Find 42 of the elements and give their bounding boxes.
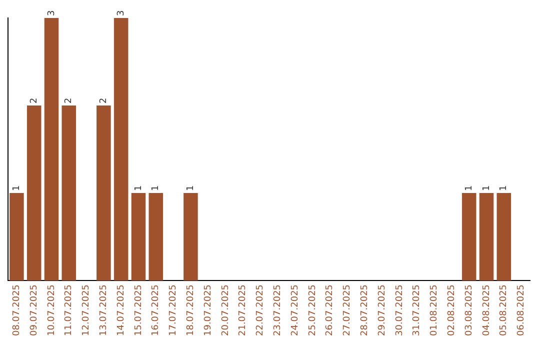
x-tick-label: 19.07.2025 bbox=[203, 284, 214, 336]
x-tick-label: 03.08.2025 bbox=[464, 284, 474, 336]
data-label: 3 bbox=[116, 10, 126, 16]
data-label: 2 bbox=[99, 98, 110, 104]
data-label: 1 bbox=[482, 185, 492, 191]
data-label: 2 bbox=[64, 98, 74, 104]
x-tick-label: 13.07.2025 bbox=[99, 284, 110, 336]
x-tick-label: 08.07.2025 bbox=[12, 284, 22, 336]
x-tick-label: 16.07.2025 bbox=[151, 284, 162, 336]
x-tick-label: 01.08.2025 bbox=[430, 284, 440, 336]
data-label: 1 bbox=[12, 185, 22, 191]
x-tick-label: 10.07.2025 bbox=[46, 284, 57, 336]
x-tick-label: 28.07.2025 bbox=[360, 284, 370, 336]
data-label: 2 bbox=[29, 98, 40, 104]
x-tick-label: 14.07.2025 bbox=[116, 284, 126, 336]
x-tick-label: 06.08.2025 bbox=[516, 284, 527, 336]
x-tick-label: 09.07.2025 bbox=[29, 284, 40, 336]
data-label: 1 bbox=[151, 185, 162, 191]
data-label: 3 bbox=[46, 10, 57, 16]
x-tick-label: 11.07.2025 bbox=[64, 284, 74, 336]
x-tick-label: 04.08.2025 bbox=[482, 284, 492, 336]
x-tick-label: 02.08.2025 bbox=[447, 284, 458, 336]
x-tick-label: 21.07.2025 bbox=[238, 284, 248, 336]
x-tick-label: 23.07.2025 bbox=[273, 284, 284, 336]
x-tick-label: 05.08.2025 bbox=[499, 284, 510, 336]
x-tick-label: 30.07.2025 bbox=[394, 284, 405, 336]
x-tick-label: 29.07.2025 bbox=[377, 284, 388, 336]
x-tick-label: 15.07.2025 bbox=[134, 284, 144, 336]
data-label: 1 bbox=[464, 185, 474, 191]
x-tick-label: 22.07.2025 bbox=[256, 284, 266, 336]
x-tick-label: 20.07.2025 bbox=[220, 284, 231, 336]
data-label: 1 bbox=[134, 185, 144, 191]
x-tick-label: 18.07.2025 bbox=[186, 284, 196, 336]
x-tick-label: 25.07.2025 bbox=[308, 284, 318, 336]
x-tick-label: 27.07.2025 bbox=[342, 284, 353, 336]
x-tick-label: 26.07.2025 bbox=[325, 284, 336, 336]
x-tick-label: 24.07.2025 bbox=[290, 284, 300, 336]
x-tick-label: 12.07.2025 bbox=[82, 284, 92, 336]
x-tick-label: 17.07.2025 bbox=[168, 284, 179, 336]
data-label: 1 bbox=[499, 185, 510, 191]
x-tick-label: 31.07.2025 bbox=[412, 284, 422, 336]
data-label: 1 bbox=[186, 185, 196, 191]
